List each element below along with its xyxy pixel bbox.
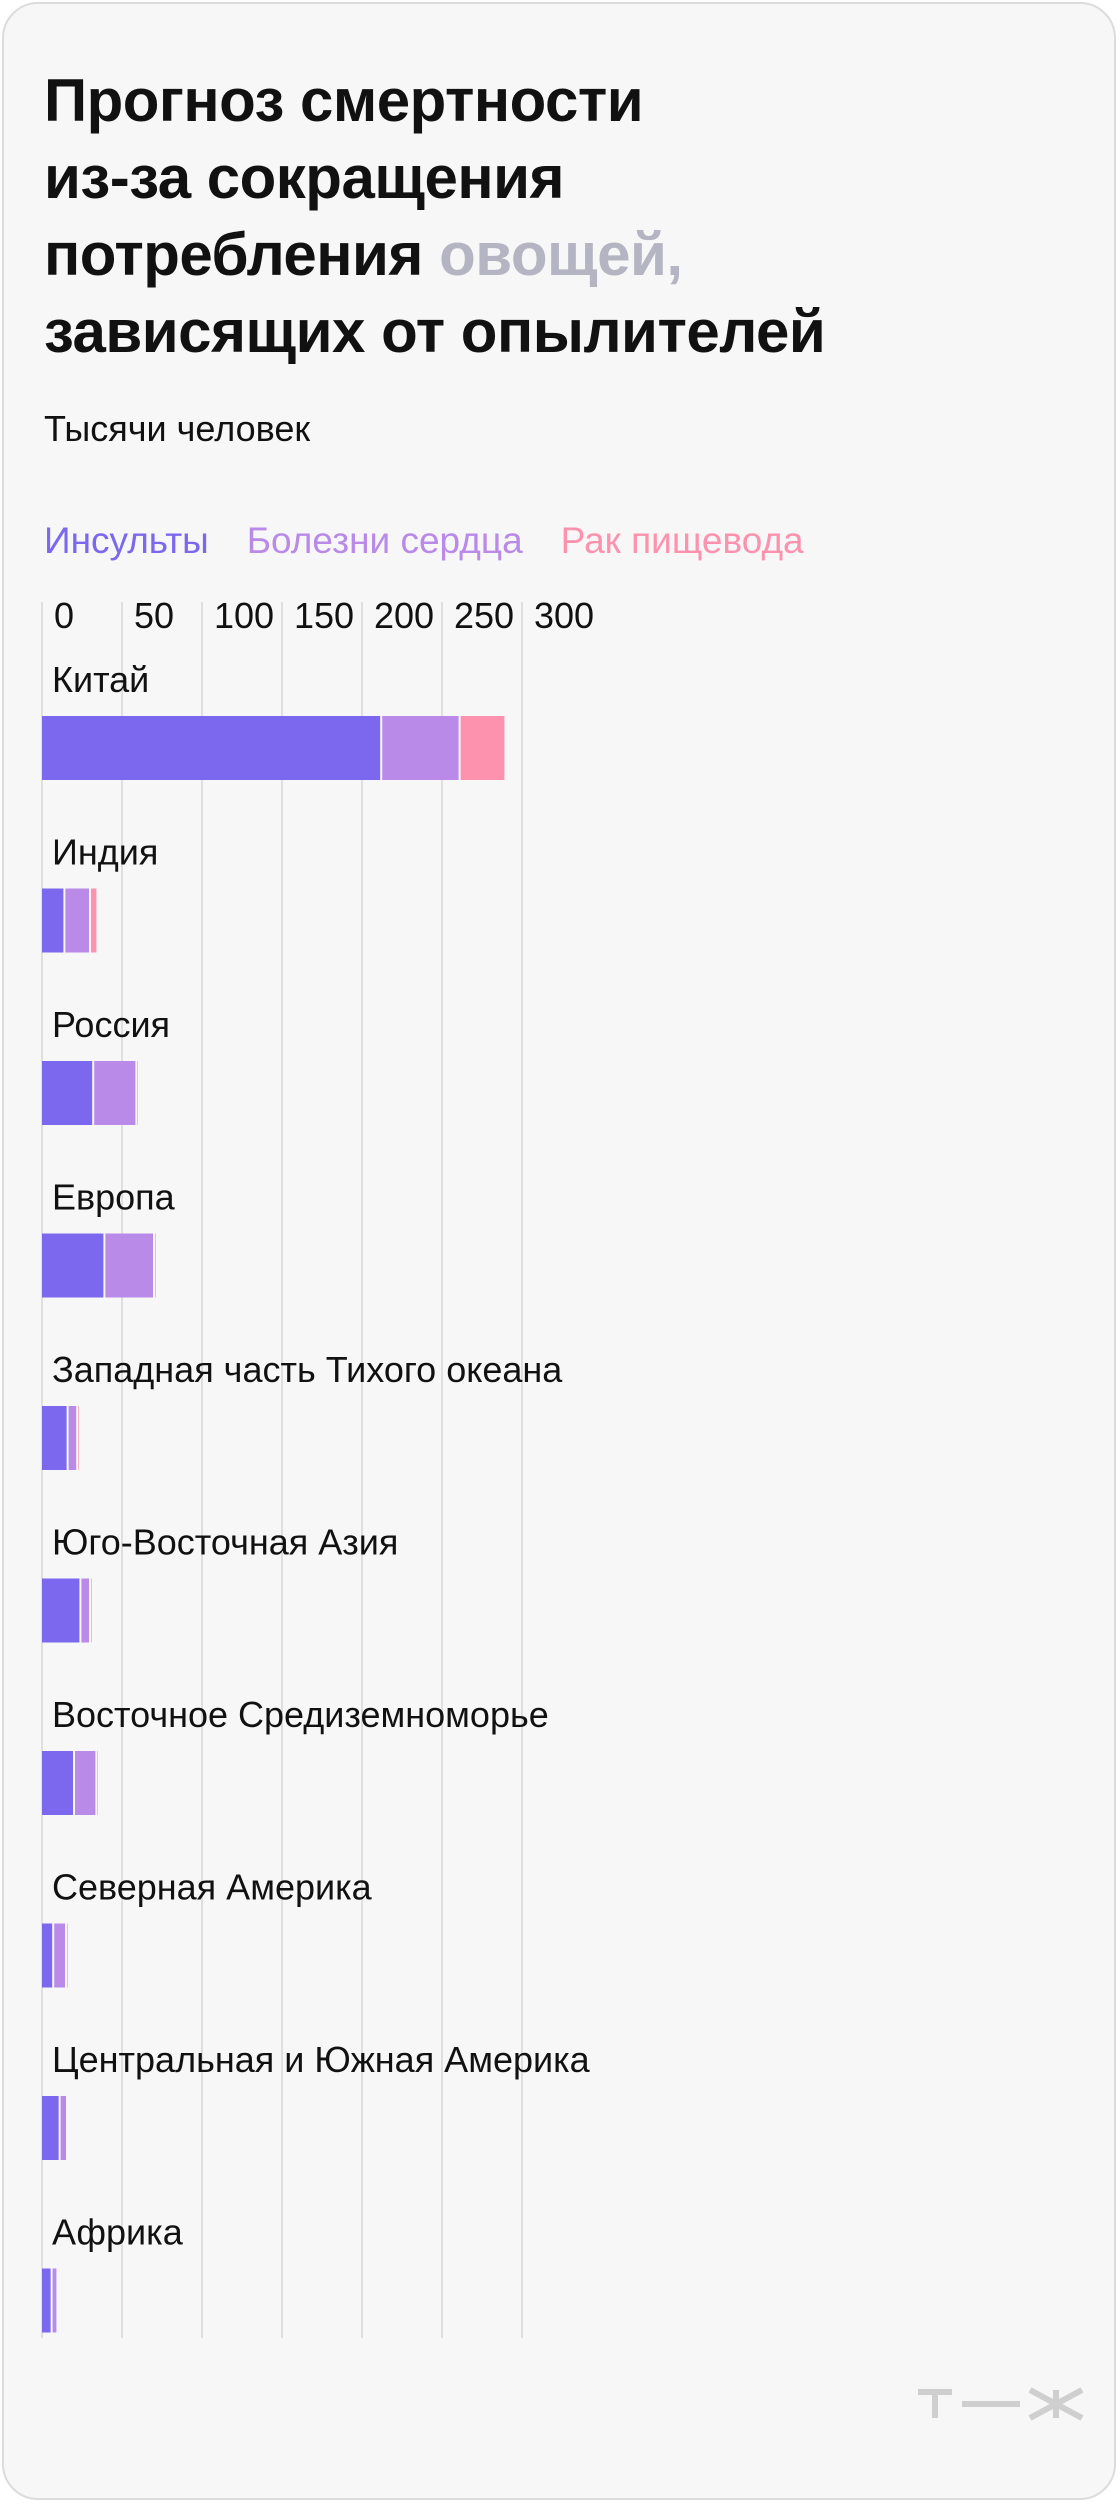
x-tick-label: 150	[294, 595, 354, 636]
bar-segment	[80, 1578, 90, 1643]
x-tick-label: 50	[134, 595, 174, 636]
title-highlight: овощей,	[439, 221, 683, 288]
legend-item-esophagus: Рак пищевода	[560, 520, 804, 561]
tzh-logo-icon	[918, 2387, 1084, 2421]
category-label: Юго-Восточная Азия	[52, 1522, 398, 1563]
bar-segment	[93, 1061, 137, 1125]
category-label: Центральная и Южная Америка	[52, 2039, 591, 2080]
category-label: Африка	[52, 2212, 184, 2253]
x-tick-label: 300	[534, 595, 594, 636]
x-tick-label: 250	[454, 595, 514, 636]
category-label: Россия	[52, 1004, 170, 1045]
title-line-1: Прогноз смертности	[44, 67, 644, 134]
category-label: Западная часть Тихого океана	[52, 1349, 563, 1390]
bar-segment	[42, 2268, 52, 2333]
bar-segment	[42, 1751, 74, 1815]
category-label: Восточное Средиземноморье	[52, 1694, 549, 1735]
bar-segment	[42, 1233, 105, 1298]
chart-title: Прогноз смертности из-за сокращения потреб…	[44, 62, 1044, 370]
chart-legend: Инсульты Болезни сердца Рак пищевода	[44, 520, 842, 562]
bar-segment	[42, 2096, 60, 2160]
bar-segment	[64, 888, 90, 953]
title-line-2: из-за сокращения	[44, 144, 564, 211]
bar-segment	[42, 716, 382, 780]
bar-segment	[74, 1751, 97, 1815]
chart-subtitle: Тысячи человек	[44, 408, 311, 449]
title-line-3: потребления	[44, 221, 423, 288]
stacked-bar-chart: 0 50 100 150 200 250 300 Китай Индия Россия Европа…	[41, 595, 594, 2338]
bar-segment	[42, 888, 65, 953]
bar-segment	[381, 716, 460, 780]
bar-segment	[42, 1061, 94, 1125]
bar-segment	[459, 716, 505, 780]
bar-segment	[42, 1923, 54, 1988]
bar-segment	[42, 1406, 68, 1470]
bar-segment	[104, 1233, 154, 1298]
legend-item-heart: Болезни сердца	[246, 520, 523, 561]
x-tick-label: 100	[214, 595, 274, 636]
bar-segment	[90, 888, 97, 953]
x-tick-label: 200	[374, 595, 434, 636]
category-label: Индия	[52, 832, 158, 873]
category-label: Северная Америка	[52, 1867, 373, 1908]
bar-segment	[42, 1578, 81, 1643]
bar-segment	[53, 1923, 66, 1988]
bar-segment	[67, 1406, 78, 1470]
bar-segment	[59, 2096, 66, 2160]
bar-segment	[51, 2268, 57, 2333]
title-line-4: зависящих от опылителей	[44, 298, 826, 365]
legend-item-strokes: Инсульты	[44, 520, 209, 561]
category-label: Китай	[52, 659, 149, 700]
x-tick-label: 0	[54, 595, 74, 636]
category-label: Европа	[52, 1177, 176, 1218]
